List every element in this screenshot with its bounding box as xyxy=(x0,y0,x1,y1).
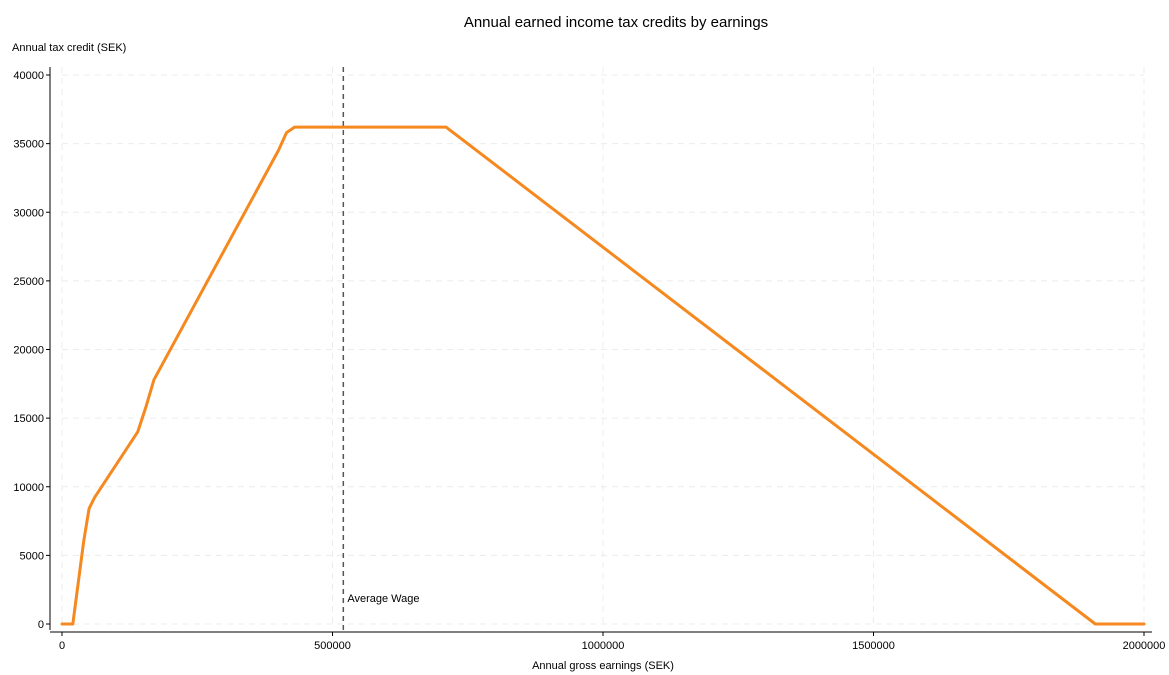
x-tick-label: 1000000 xyxy=(582,640,625,652)
y-tick-label: 10000 xyxy=(13,482,44,494)
tick-labels: 0 5000 10000 15000 20000 25000 30000 35000 40000… xyxy=(13,70,1165,652)
x-tick-label: 1500000 xyxy=(852,640,895,652)
x-axis-label: Annual gross earnings (SEK) xyxy=(532,660,674,672)
y-tick-label: 35000 xyxy=(13,139,44,151)
y-tick-label: 40000 xyxy=(13,70,44,82)
axes xyxy=(46,67,1152,636)
y-tick-label: 25000 xyxy=(13,276,44,288)
x-tick-label: 0 xyxy=(59,640,65,652)
y-tick-label: 20000 xyxy=(13,345,44,357)
x-tick-label: 500000 xyxy=(314,640,351,652)
series-lines xyxy=(60,125,1146,626)
y-tick-label: 15000 xyxy=(13,413,44,425)
x-tick-label: 2000000 xyxy=(1123,640,1166,652)
gridlines xyxy=(61,67,1145,625)
y-tick-label: 0 xyxy=(38,619,44,631)
average-wage-label: Average Wage xyxy=(347,593,419,605)
y-tick-label: 5000 xyxy=(20,550,44,562)
chart-title: Annual earned income tax credits by earn… xyxy=(464,14,768,31)
average-wage-marker: Average Wage xyxy=(342,67,419,632)
y-tick-label: 30000 xyxy=(13,207,44,219)
y-axis-label: Annual tax credit (SEK) xyxy=(12,42,126,54)
series-line-0 xyxy=(60,125,1146,626)
